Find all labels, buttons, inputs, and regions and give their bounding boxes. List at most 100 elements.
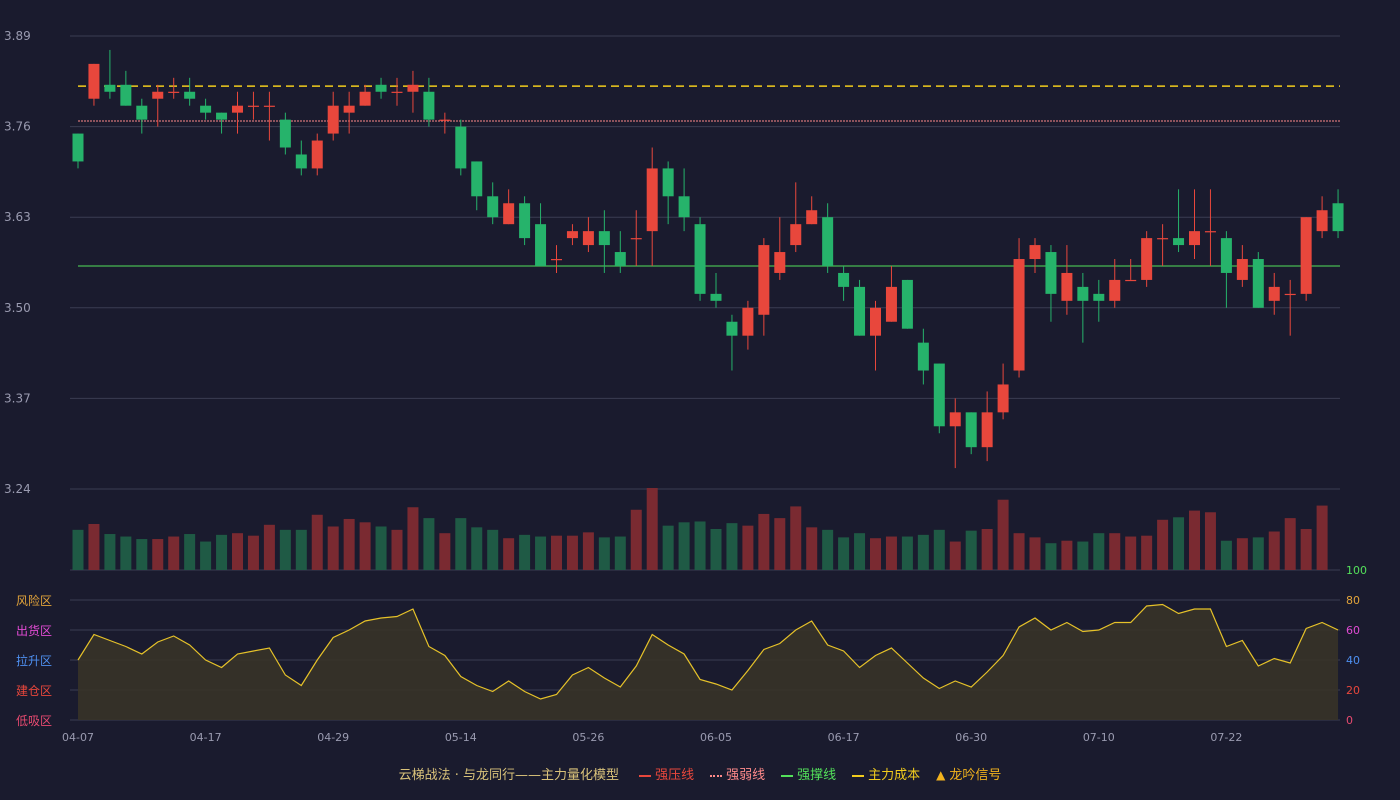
- volume-bar: [774, 518, 786, 570]
- volume-bar: [327, 526, 339, 570]
- legend-line-icon: [710, 774, 723, 777]
- volume-bar: [1316, 505, 1328, 570]
- candle-body: [184, 91, 196, 99]
- candle-body: [455, 126, 467, 169]
- candle-body: [535, 224, 547, 266]
- candle-body: [311, 140, 323, 169]
- legend-item[interactable]: 主力成本: [852, 764, 920, 783]
- candle-body: [391, 91, 403, 93]
- candle-body: [327, 105, 339, 134]
- legend-label: 强撑线: [797, 768, 837, 783]
- volume-bar: [598, 537, 610, 570]
- volume-bar: [997, 499, 1009, 570]
- volume-bar: [726, 523, 738, 570]
- volume-bar: [104, 534, 116, 570]
- volume-bar: [1236, 538, 1248, 570]
- legend-label: 强压线: [655, 768, 695, 783]
- stock-chart: 3.89 3.76 3.63 3.50 3.37 3.24 100 80 60 40 20 0 风险区出…: [4, 29, 1367, 744]
- volume-bar: [343, 518, 355, 570]
- candle-body: [1157, 238, 1169, 240]
- x-tick-label: 05-14: [445, 731, 477, 744]
- legend-item[interactable]: ▲ 龙吟信号: [936, 764, 1001, 783]
- price-tick-label: 3.50: [4, 301, 31, 315]
- candle-body: [232, 105, 243, 113]
- candle-body: [933, 363, 945, 427]
- volume-bar: [662, 525, 674, 570]
- volume-bar: [375, 526, 387, 570]
- candle-body: [806, 210, 818, 225]
- candle-body: [1013, 259, 1025, 371]
- volume-bar: [551, 535, 562, 570]
- candle-body: [359, 91, 371, 106]
- volume-bar: [1300, 529, 1312, 570]
- candle-body: [1316, 210, 1328, 232]
- legend-line-icon: [781, 774, 794, 777]
- volume-bar: [949, 541, 961, 570]
- volume-bar: [311, 514, 323, 570]
- candle-body: [981, 412, 993, 448]
- candle-body: [1141, 238, 1153, 280]
- indicator-tick-label: 100: [1346, 564, 1367, 577]
- candle-body: [614, 252, 626, 266]
- candle-body: [694, 224, 706, 294]
- candle-body: [901, 279, 913, 329]
- candle-body: [678, 196, 690, 218]
- volume-bar: [742, 525, 754, 570]
- candle-body: [1173, 238, 1185, 246]
- indicator-area: [78, 604, 1339, 720]
- volume-bar: [295, 529, 307, 570]
- zone-label: 风险区: [16, 593, 52, 608]
- volume-bar: [184, 534, 196, 570]
- volume-bar: [1029, 537, 1041, 570]
- volume-bar: [168, 536, 180, 570]
- volume-bar: [582, 532, 594, 570]
- zone-label: 出货区: [16, 623, 52, 638]
- x-tick-label: 04-17: [190, 731, 222, 744]
- candle-body: [742, 307, 754, 336]
- volume-bar: [503, 538, 515, 570]
- chart-legend: 云梯战法 · 与龙同行——主力量化模型 强压线 强弱线 强撑线 主力成本 ▲ 龙吟信号: [0, 764, 1400, 783]
- candle-body: [1029, 245, 1041, 260]
- indicator-tick-label: 0: [1346, 714, 1353, 727]
- indicator-tick-label: 40: [1346, 654, 1360, 667]
- legend-label: 龙吟信号: [949, 768, 1002, 783]
- triangle-icon: ▲: [936, 768, 946, 782]
- indicator-tick-label: 80: [1346, 594, 1360, 607]
- volume-bar: [933, 529, 945, 570]
- volume-bar: [1061, 540, 1073, 570]
- legend-item[interactable]: 强压线: [639, 764, 694, 783]
- indicator-tick-label: 20: [1346, 684, 1360, 697]
- volume-bar: [1141, 535, 1153, 570]
- candle-body: [1061, 272, 1073, 301]
- candle-body: [1093, 293, 1105, 301]
- candle-body: [885, 286, 897, 322]
- candle-body: [503, 203, 515, 225]
- legend-item[interactable]: 强弱线: [710, 764, 765, 783]
- candle-body: [1109, 279, 1121, 301]
- zone-label: 拉升区: [16, 653, 52, 668]
- candle-body: [471, 161, 483, 197]
- candle-body: [136, 105, 148, 120]
- zone-label: 建仓区: [16, 684, 52, 698]
- x-tick-label: 05-26: [572, 731, 604, 744]
- volume-bar: [407, 507, 419, 570]
- volume-bar: [1173, 517, 1185, 570]
- candle-body: [263, 105, 275, 107]
- legend-item[interactable]: 强撑线: [781, 764, 836, 783]
- x-tick-label: 06-05: [700, 731, 732, 744]
- volume-bar: [232, 533, 243, 570]
- candle-body: [1125, 279, 1137, 282]
- candle-body: [710, 293, 722, 301]
- candle-body: [965, 412, 977, 448]
- candle-body: [519, 203, 531, 239]
- volume-bar: [487, 529, 499, 570]
- volume-bar: [854, 533, 866, 570]
- volume-bar: [678, 522, 690, 570]
- candle-body: [997, 384, 1009, 413]
- volume-bar: [1189, 510, 1200, 570]
- volume-bar: [965, 530, 977, 570]
- candle-body: [566, 231, 578, 239]
- volume-bar: [1204, 512, 1216, 570]
- candle-body: [790, 224, 802, 246]
- volume-bar: [279, 529, 291, 570]
